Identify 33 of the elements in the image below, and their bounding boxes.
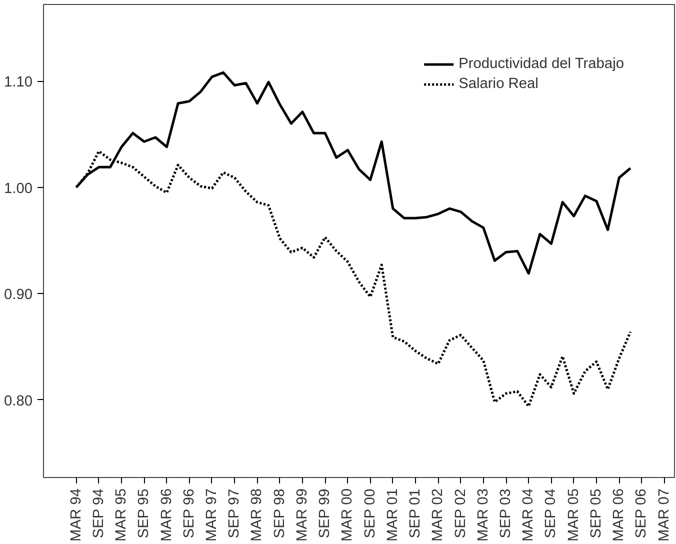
x-tick-label: MAR 98 [249, 488, 266, 542]
x-tick-label: MAR 99 [294, 488, 310, 542]
x-tick-label: SEP 98 [272, 488, 288, 538]
x-tick-label: SEP 94 [90, 488, 107, 538]
x-tick-label: SEP 96 [181, 488, 198, 538]
x-tick-label: SEP 05 [588, 488, 604, 538]
legend-label: Salario Real [458, 76, 538, 92]
x-tick-label: MAR 95 [114, 488, 130, 542]
x-tick-label: MAR 01 [384, 488, 401, 542]
x-tick-label: SEP 04 [543, 488, 560, 538]
x-tick-label: MAR 00 [340, 488, 356, 542]
x-tick-label: MAR 04 [520, 488, 537, 542]
x-tick-label: SEP 00 [362, 488, 378, 538]
x-tick-label: SEP 97 [226, 488, 243, 538]
x-tick-label: SEP 99 [317, 488, 334, 538]
y-tick-label: 0.90 [4, 287, 33, 304]
legend-label: Productividad del Trabajo [458, 56, 624, 72]
x-tick-label: MAR 07 [656, 488, 672, 542]
x-tick-label: MAR 97 [204, 488, 220, 542]
x-tick-label: SEP 01 [408, 488, 424, 538]
x-tick-label: SEP 02 [452, 488, 469, 538]
x-tick-label: MAR 06 [611, 488, 628, 542]
x-tick-label: MAR 94 [68, 488, 84, 542]
x-tick-label: MAR 02 [430, 488, 446, 542]
x-tick-label: MAR 96 [158, 488, 175, 542]
x-tick-label: SEP 95 [136, 488, 152, 538]
x-tick-label: SEP 06 [634, 488, 650, 538]
y-tick-label: 0.80 [4, 393, 33, 410]
x-tick-label: MAR 05 [566, 488, 582, 542]
x-tick-label: SEP 03 [498, 488, 514, 538]
x-tick-label: MAR 03 [475, 488, 492, 542]
y-tick-label: 1.00 [4, 180, 33, 197]
y-tick-label: 1.10 [4, 74, 33, 91]
